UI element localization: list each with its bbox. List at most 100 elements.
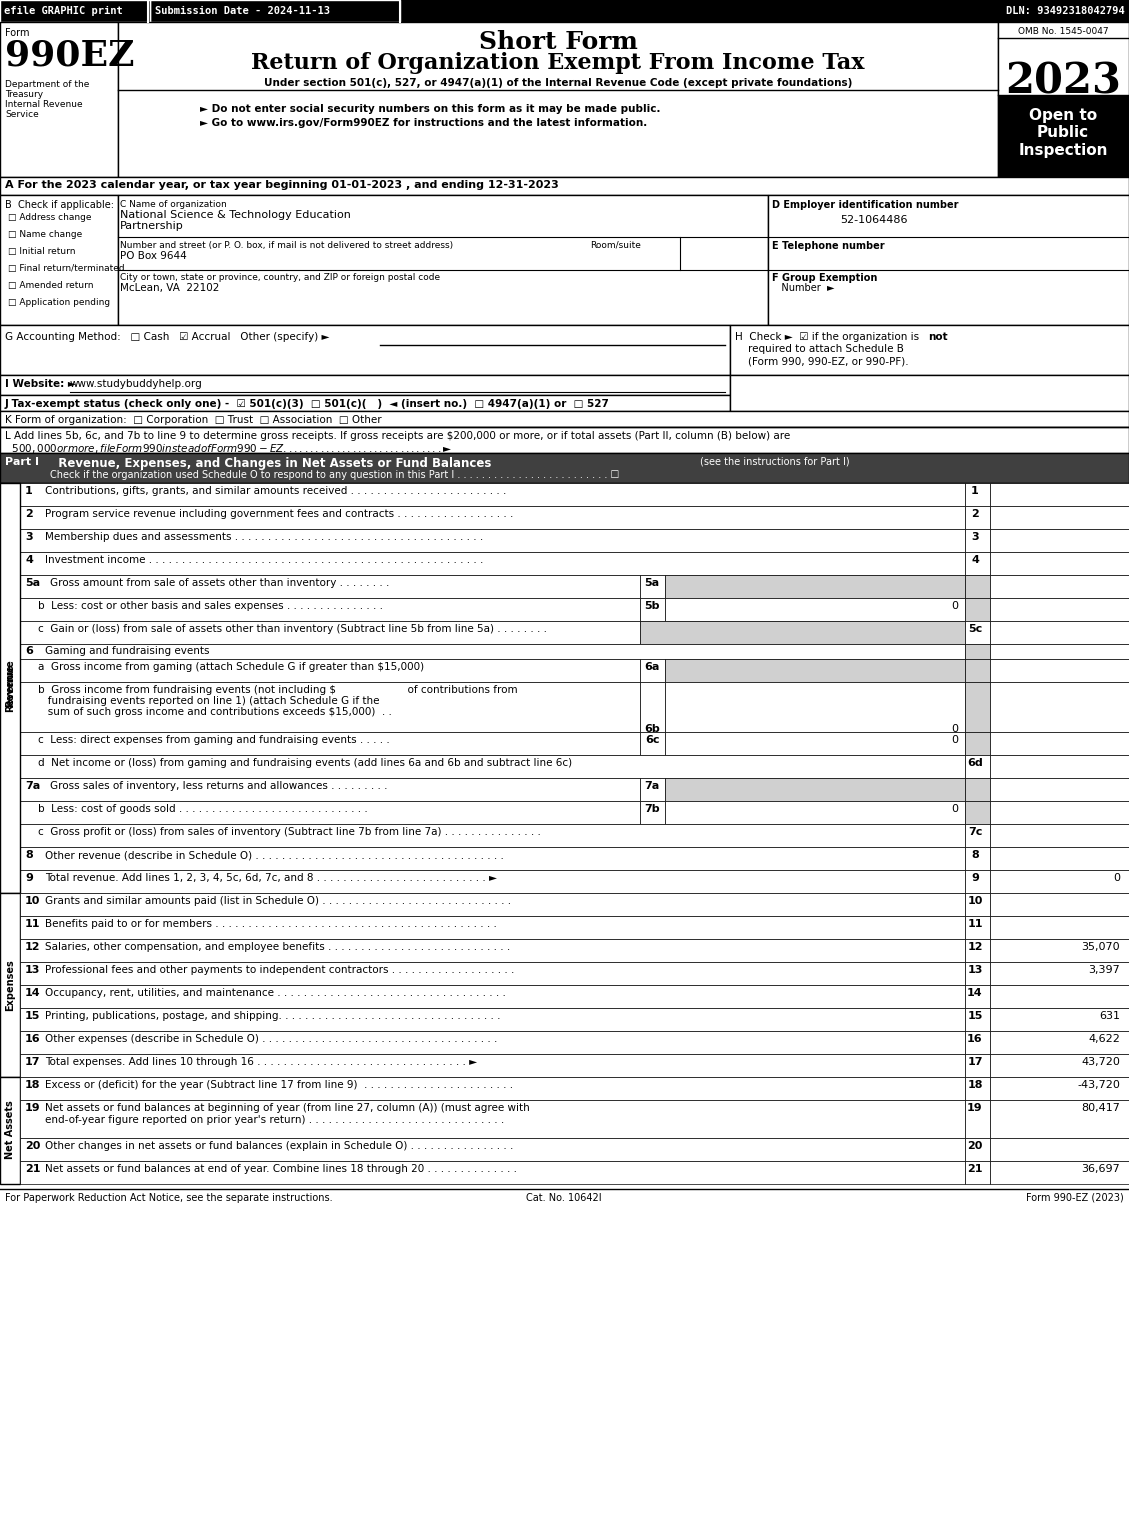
Bar [665, 732, 965, 755]
Bar [640, 682, 665, 732]
Bar [0, 395, 730, 412]
Bar [990, 644, 1129, 659]
Bar [990, 985, 1129, 1008]
Bar [640, 659, 665, 682]
Text: efile GRAPHIC print: efile GRAPHIC print [5, 6, 123, 17]
Bar [965, 1077, 990, 1100]
Bar [990, 824, 1129, 846]
Text: (see the instructions for Part I): (see the instructions for Part I) [700, 458, 850, 467]
Bar [990, 1161, 1129, 1183]
Bar [20, 917, 965, 939]
Text: 19: 19 [25, 1103, 41, 1113]
Bar [990, 778, 1129, 801]
Bar [965, 801, 990, 824]
Text: Form 990-EZ (2023): Form 990-EZ (2023) [1026, 1193, 1124, 1203]
Bar [990, 917, 1129, 939]
Bar [20, 552, 965, 575]
Text: 0: 0 [951, 724, 959, 734]
Text: c  Gross profit or (loss) from sales of inventory (Subtract line 7b from line 7a: c Gross profit or (loss) from sales of i… [38, 827, 541, 837]
Bar [640, 732, 665, 755]
Text: Program service revenue including government fees and contracts . . . . . . . . : Program service revenue including govern… [45, 509, 514, 518]
Text: 13: 13 [25, 965, 41, 974]
Text: Investment income . . . . . . . . . . . . . . . . . . . . . . . . . . . . . . . : Investment income . . . . . . . . . . . … [45, 555, 483, 564]
Text: 15: 15 [968, 1011, 982, 1022]
Text: Other expenses (describe in Schedule O) . . . . . . . . . . . . . . . . . . . . : Other expenses (describe in Schedule O) … [45, 1034, 498, 1045]
Text: 10: 10 [25, 897, 41, 906]
Text: c  Less: direct expenses from gaming and fundraising events . . . . .: c Less: direct expenses from gaming and … [38, 735, 390, 746]
Text: 20: 20 [25, 1141, 41, 1151]
Text: 6a: 6a [645, 662, 659, 673]
Text: sum of such gross income and contributions exceeds $15,000)  . .: sum of such gross income and contributio… [38, 708, 392, 717]
Bar [640, 801, 665, 824]
Text: B  Check if applicable:: B Check if applicable: [5, 200, 114, 210]
Bar [965, 506, 990, 529]
Bar [990, 962, 1129, 985]
Text: 0: 0 [1113, 872, 1120, 883]
Text: 11: 11 [25, 920, 41, 929]
Text: Excess or (deficit) for the year (Subtract line 17 from line 9)  . . . . . . . .: Excess or (deficit) for the year (Subtra… [45, 1080, 513, 1090]
Text: ► Do not enter social security numbers on this form as it may be made public.: ► Do not enter social security numbers o… [200, 104, 660, 114]
Bar [990, 1054, 1129, 1077]
Bar [20, 846, 965, 869]
Text: Service: Service [5, 110, 38, 119]
Bar [20, 644, 965, 659]
Text: 17: 17 [25, 1057, 41, 1067]
Text: L Add lines 5b, 6c, and 7b to line 9 to determine gross receipts. If gross recei: L Add lines 5b, 6c, and 7b to line 9 to … [5, 432, 790, 441]
Text: 6d: 6d [968, 758, 983, 769]
Text: City or town, state or province, country, and ZIP or foreign postal code: City or town, state or province, country… [120, 273, 440, 282]
Bar [0, 0, 1129, 21]
Text: Form: Form [5, 27, 29, 38]
Text: Gross sales of inventory, less returns and allowances . . . . . . . . .: Gross sales of inventory, less returns a… [50, 781, 387, 791]
Text: 11: 11 [968, 920, 982, 929]
Bar [20, 682, 640, 732]
Text: 0: 0 [951, 601, 959, 612]
Text: 1: 1 [25, 486, 33, 496]
Text: Professional fees and other payments to independent contractors . . . . . . . . : Professional fees and other payments to … [45, 965, 515, 974]
Bar [965, 824, 990, 846]
Text: Revenue, Expenses, and Changes in Net Assets or Fund Balances: Revenue, Expenses, and Changes in Net As… [50, 458, 491, 470]
Bar [990, 506, 1129, 529]
Text: Expenses: Expenses [5, 959, 15, 1011]
Text: 9: 9 [971, 872, 979, 883]
Bar [0, 427, 1129, 453]
Text: 8: 8 [25, 849, 33, 860]
Text: 1: 1 [971, 486, 979, 496]
Text: 5c: 5c [968, 624, 982, 634]
Text: A For the 2023 calendar year, or tax year beginning 01-01-2023 , and ending 12-3: A For the 2023 calendar year, or tax yea… [5, 180, 559, 191]
Bar [965, 575, 990, 598]
Bar [990, 1008, 1129, 1031]
Text: -43,720: -43,720 [1077, 1080, 1120, 1090]
Text: 4,622: 4,622 [1088, 1034, 1120, 1045]
Bar [965, 552, 990, 575]
Text: 6c: 6c [645, 735, 659, 746]
Bar [990, 598, 1129, 621]
Bar [965, 1138, 990, 1161]
Bar [640, 598, 665, 621]
Text: 8: 8 [971, 849, 979, 860]
Bar [0, 177, 1129, 195]
Text: 21: 21 [25, 1164, 41, 1174]
Text: 43,720: 43,720 [1082, 1057, 1120, 1067]
Text: Contributions, gifts, grants, and similar amounts received . . . . . . . . . . .: Contributions, gifts, grants, and simila… [45, 486, 507, 496]
Bar [965, 529, 990, 552]
Text: 80,417: 80,417 [1082, 1103, 1120, 1113]
Bar [990, 529, 1129, 552]
Bar [20, 1054, 965, 1077]
Text: Department of the: Department of the [5, 79, 89, 88]
Text: 10: 10 [968, 897, 982, 906]
Text: Under section 501(c), 527, or 4947(a)(1) of the Internal Revenue Code (except pr: Under section 501(c), 527, or 4947(a)(1)… [264, 78, 852, 88]
Bar [990, 939, 1129, 962]
Text: Gross amount from sale of assets other than inventory . . . . . . . .: Gross amount from sale of assets other t… [50, 578, 390, 589]
Bar [0, 894, 20, 1077]
Bar [965, 1161, 990, 1183]
Text: fundraising events reported on line 1) (attach Schedule G if the: fundraising events reported on line 1) (… [38, 695, 379, 706]
Bar [20, 755, 965, 778]
Bar [20, 483, 965, 506]
Bar [965, 985, 990, 1008]
Text: 2: 2 [971, 509, 979, 518]
Bar [990, 755, 1129, 778]
Text: Membership dues and assessments . . . . . . . . . . . . . . . . . . . . . . . . : Membership dues and assessments . . . . … [45, 532, 483, 541]
Bar [990, 732, 1129, 755]
Bar [730, 325, 1129, 375]
Text: 6: 6 [25, 647, 33, 656]
